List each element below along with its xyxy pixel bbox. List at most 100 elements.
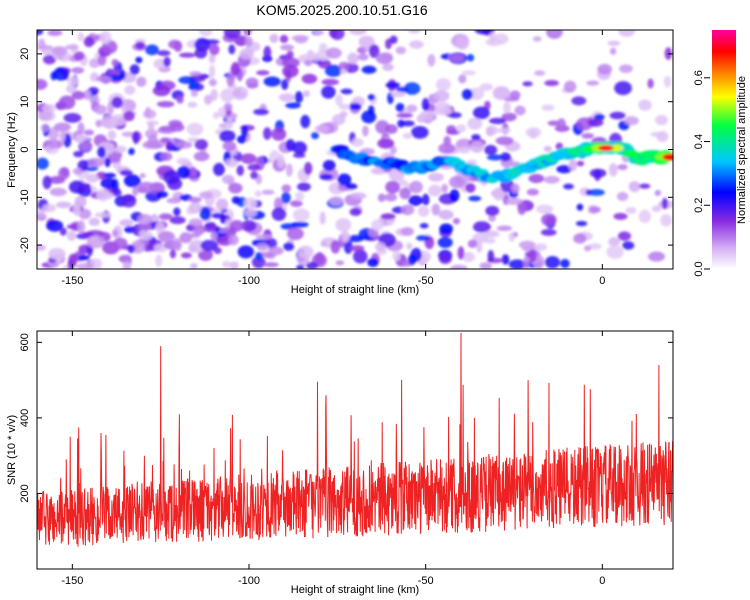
colorbar-tick-label: 0.4 bbox=[693, 134, 705, 149]
spectrogram-noise-cell bbox=[435, 78, 451, 91]
spectrogram-noise-cell bbox=[222, 141, 237, 151]
spectrogram-noise-cell bbox=[388, 169, 405, 182]
spectrogram-noise-cell bbox=[89, 58, 100, 69]
spectrogram-noise-cell bbox=[228, 44, 236, 55]
spectrogram-noise-cell bbox=[123, 110, 135, 122]
spectrogram-noise-cell bbox=[85, 173, 100, 183]
spectrogram-noise-cell bbox=[86, 157, 105, 168]
spectrogram-noise-cell bbox=[361, 65, 377, 74]
spectrogram-noise-cell bbox=[321, 78, 340, 86]
spectrogram-noise-cell bbox=[534, 70, 546, 76]
spectrogram-noise-cell bbox=[194, 139, 208, 151]
spectrogram-noise-cell bbox=[449, 189, 460, 202]
spectrogram-noise-cell bbox=[638, 209, 652, 224]
spectrogram-noise-cell bbox=[450, 264, 468, 269]
spectrogram-noise-cell bbox=[281, 191, 291, 204]
spectrogram-noise-cell bbox=[389, 35, 398, 44]
spectrogram-noise-cell bbox=[402, 132, 413, 140]
spectrogram-noise-cell bbox=[166, 197, 182, 204]
spectrogram-noise-cell bbox=[42, 203, 57, 213]
spectrogram-noise-cell bbox=[176, 95, 184, 104]
spectrogram-noise-cell bbox=[68, 232, 76, 241]
spectrogram-noise-cell bbox=[135, 41, 146, 50]
spectrogram-noise-cell bbox=[617, 164, 628, 171]
spectrogram-noise-cell bbox=[220, 88, 235, 103]
spectrogram-noise-cell bbox=[285, 138, 296, 152]
spectrogram-noise-cell bbox=[409, 40, 424, 49]
spectrogram-noise-cell bbox=[253, 108, 269, 116]
spectrogram-noise-cell bbox=[390, 145, 397, 155]
spectrogram-noise-cell bbox=[417, 205, 430, 217]
spectrogram-noise-cell bbox=[236, 135, 247, 144]
spectrogram-noise-cell bbox=[588, 206, 601, 214]
spectrogram-noise-cell bbox=[349, 245, 365, 252]
spectrogram-noise-cell bbox=[397, 119, 405, 128]
spectrogram-noise-cell bbox=[138, 229, 149, 237]
spectrogram-noise-cell bbox=[186, 122, 204, 136]
spectrogram-noise-cell bbox=[472, 221, 491, 233]
snr-y-tick-label: 600 bbox=[19, 333, 31, 351]
spectrogram-x-tick-label: -150 bbox=[61, 275, 83, 287]
spectrogram-noise-cell bbox=[194, 47, 208, 59]
spectrogram-noise-cell bbox=[618, 30, 636, 37]
spectrogram-noise-cell bbox=[97, 146, 106, 158]
spectrogram-noise-cell bbox=[546, 30, 563, 39]
spectrogram-noise-cell bbox=[67, 259, 75, 269]
colorbar-label: Normalized spectral amplitude bbox=[736, 76, 748, 224]
spectrogram-noise-cell bbox=[219, 130, 236, 143]
spectrogram-noise-cell bbox=[431, 203, 441, 216]
spectrogram-noise-cell bbox=[449, 53, 465, 63]
spectrogram-noise-cell bbox=[496, 127, 512, 134]
spectrogram-noise-cell bbox=[160, 152, 173, 162]
spectrogram-y-ticks: -20 -10 0 10 20 bbox=[19, 48, 673, 253]
spectrogram-noise-cell bbox=[428, 172, 444, 182]
spectrogram-noise-cell bbox=[301, 73, 318, 84]
spectrogram-noise-cell bbox=[409, 180, 423, 194]
spectrogram-noise-cell bbox=[511, 183, 520, 194]
spectrogram-noise-cell bbox=[203, 39, 220, 45]
spectrogram-noise-cell bbox=[303, 162, 313, 175]
spectrogram-noise-cell bbox=[496, 225, 513, 231]
spectrogram-noise-cell bbox=[319, 211, 326, 225]
spectrogram-noise-cell bbox=[455, 36, 470, 50]
spectrogram-noise-cell bbox=[416, 235, 431, 241]
spectrogram-noise-cell bbox=[37, 38, 46, 51]
spectrogram-noise-cell bbox=[319, 173, 333, 181]
spectrogram-heat-layer bbox=[37, 30, 673, 269]
spectrogram-noise-cell bbox=[277, 154, 285, 168]
spectrogram-noise-cell bbox=[362, 125, 369, 137]
spectrogram-noise-cell bbox=[330, 30, 345, 41]
spectrogram-noise-cell bbox=[486, 154, 505, 161]
spectrogram-noise-cell bbox=[514, 105, 526, 116]
spectrogram-noise-cell bbox=[95, 119, 103, 128]
spectrogram-noise-cell bbox=[237, 245, 255, 259]
spectrogram-y-tick-label: 0 bbox=[19, 146, 31, 152]
spectrogram-noise-cell bbox=[541, 104, 555, 111]
spectrogram-x-tick-label: 0 bbox=[599, 275, 605, 287]
spectrogram-noise-cell bbox=[229, 219, 244, 232]
spectrogram-noise-cell bbox=[614, 81, 632, 96]
spectrogram-noise-cell bbox=[367, 93, 375, 101]
spectrogram-noise-cell bbox=[163, 56, 171, 67]
spectrogram-noise-cell bbox=[97, 54, 107, 66]
spectrogram-noise-cell bbox=[528, 173, 545, 184]
spectrogram-noise-cell bbox=[285, 102, 301, 109]
spectrogram-noise-cell bbox=[119, 169, 133, 176]
spectrogram-noise-cell bbox=[177, 165, 191, 179]
spectrogram-noise-cell bbox=[535, 204, 554, 214]
spectrogram-noise-cell bbox=[568, 159, 578, 171]
spectrogram-noise-cell bbox=[306, 49, 315, 58]
spectrogram-noise-cell bbox=[188, 218, 203, 227]
spectrogram-noise-cell bbox=[663, 75, 672, 88]
spectrogram-y-axis-label: Frequency (Hz) bbox=[6, 112, 18, 188]
spectrogram-noise-cell bbox=[263, 127, 272, 140]
spectrogram-noise-cell bbox=[228, 234, 239, 246]
spectrogram-noise-cell bbox=[335, 218, 352, 232]
spectrogram-noise-cell bbox=[297, 245, 314, 259]
spectrogram-noise-cell bbox=[45, 139, 64, 149]
spectrogram-noise-cell bbox=[455, 124, 467, 133]
spectrogram-noise-cell bbox=[340, 230, 350, 243]
spectrogram-noise-cell bbox=[208, 78, 217, 87]
spectrogram-noise-cell bbox=[37, 30, 44, 36]
snr-panel: -150 -100 -50 0 200 400 600 Height of straigh… bbox=[6, 330, 674, 596]
